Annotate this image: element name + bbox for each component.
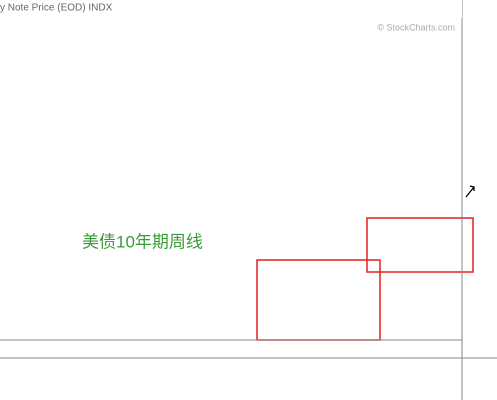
- highlight-box: [366, 217, 474, 273]
- header-bg: [0, 0, 462, 18]
- arrow: [465, 185, 475, 198]
- annotation: 美债10年期周线: [82, 232, 203, 251]
- source: © StockCharts.com: [377, 22, 455, 32]
- symbol: y Note Price (EOD) INDX: [0, 3, 113, 14]
